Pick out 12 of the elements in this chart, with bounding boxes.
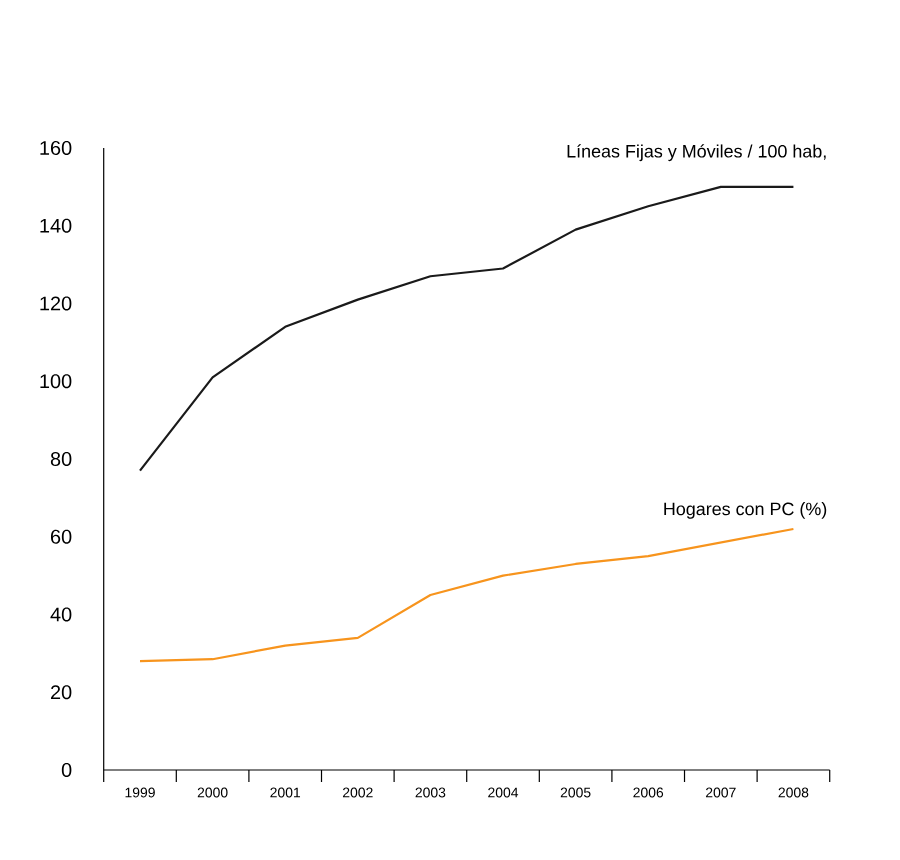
- y-tick-label: 100: [40, 374, 72, 389]
- y-tick-label: 140: [40, 218, 72, 233]
- text: Líneas Fijas y Móviles / 100 hab,: [567, 144, 826, 162]
- y-tick-label: 40: [50, 607, 72, 622]
- y-tick-label: 60: [50, 529, 72, 544]
- y-tick-label: 120: [40, 296, 72, 311]
- y-tick-label: 20: [50, 685, 72, 700]
- y-tick-label: 80: [50, 451, 72, 467]
- y-tick-label: 160: [40, 140, 72, 156]
- series-label: Hogares con PC (%): [664, 502, 827, 519]
- line-series: [138, 185, 795, 472]
- y-tick-label: 0: [61, 762, 72, 778]
